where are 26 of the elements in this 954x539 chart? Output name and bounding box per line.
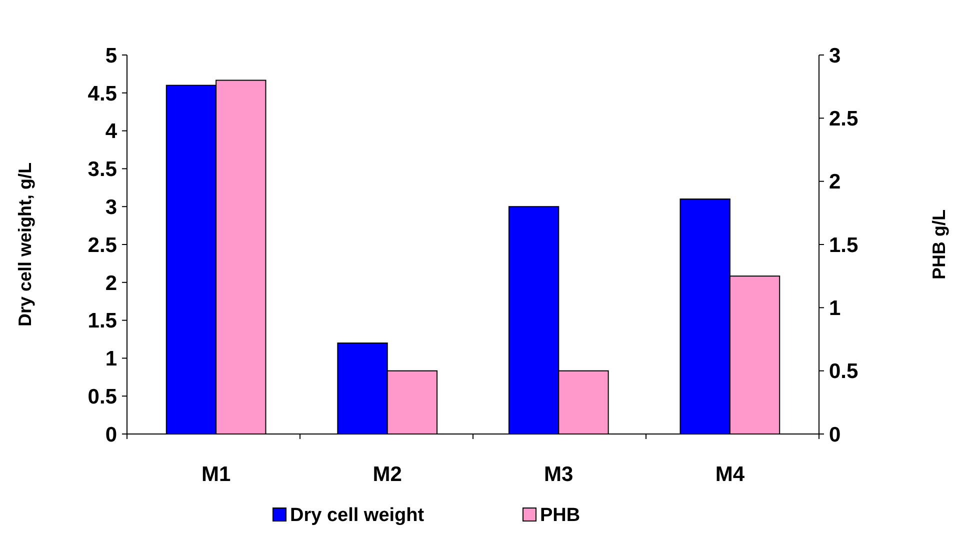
x-tick-label: M3: [544, 463, 574, 486]
y-tick-label: 4.5: [88, 82, 118, 106]
y-tick-label: 1: [105, 348, 118, 371]
y2-tick-label: 1: [829, 297, 841, 320]
y2-tick-label: 3: [829, 44, 841, 68]
legend-label: Dry cell weight: [290, 505, 425, 526]
y-tick-label: 3: [105, 196, 117, 219]
y2-tick-label: 2: [829, 170, 841, 194]
y-tick-label: 3.5: [88, 158, 118, 182]
x-tick-label: M2: [372, 463, 402, 486]
y-tick-label: 4: [105, 120, 118, 144]
y-tick-label: 0.5: [88, 385, 118, 408]
x-tick-label: M4: [715, 463, 745, 486]
y-tick-label: 1.5: [88, 310, 118, 333]
y-tick-label: 2: [105, 272, 117, 295]
y2-axis-title: PHB g/L: [929, 210, 949, 280]
legend-label: PHB: [540, 505, 580, 526]
y-tick-label: 2.5: [88, 234, 118, 257]
y2-tick-label: 0: [829, 423, 841, 446]
y-tick-label: 5: [105, 44, 118, 68]
x-tick-label: M1: [201, 463, 231, 486]
y2-tick-label: 2.5: [829, 108, 859, 131]
y2-tick-label: 1.5: [829, 234, 859, 257]
y2-tick-label: 0.5: [829, 360, 859, 384]
y-axis-title: Dry cell weight, g/L: [15, 162, 35, 327]
y-tick-label: 0: [105, 423, 117, 446]
